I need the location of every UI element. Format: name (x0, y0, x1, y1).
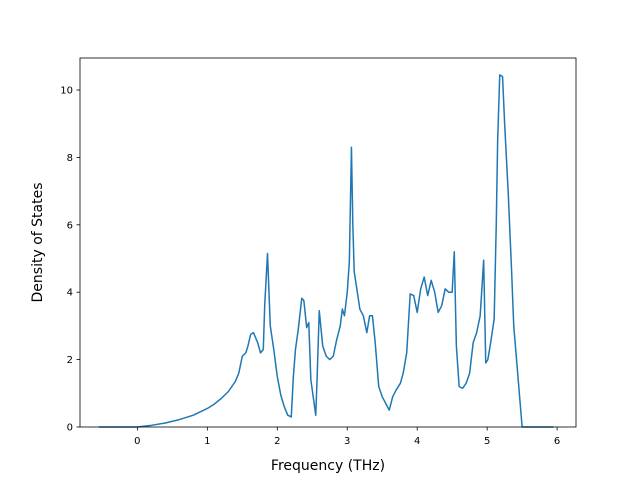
y-tick-label: 6 (67, 220, 73, 231)
x-tick-label: 0 (134, 436, 140, 447)
x-tick-label: 2 (274, 436, 280, 447)
y-tick-label: 2 (67, 355, 73, 366)
x-tick-label: 1 (204, 436, 210, 447)
x-axis-ticks: 0 1 2 3 4 5 6 (134, 427, 560, 447)
x-tick-label: 3 (344, 436, 350, 447)
x-axis-label: Frequency (THz) (271, 458, 385, 474)
y-tick-label: 8 (67, 153, 73, 164)
y-tick-label: 0 (67, 423, 73, 434)
y-axis-label: Density of States (30, 183, 46, 303)
x-tick-label: 5 (484, 436, 490, 447)
y-axis-ticks: 0 2 4 6 8 10 (60, 86, 80, 434)
y-tick-label: 4 (67, 288, 73, 299)
dos-series-line (98, 74, 554, 428)
x-tick-label: 4 (414, 436, 420, 447)
x-tick-label: 6 (554, 436, 560, 447)
plot-background (80, 58, 576, 427)
plot-frame (79, 57, 577, 428)
y-tick-label: 10 (60, 86, 73, 97)
